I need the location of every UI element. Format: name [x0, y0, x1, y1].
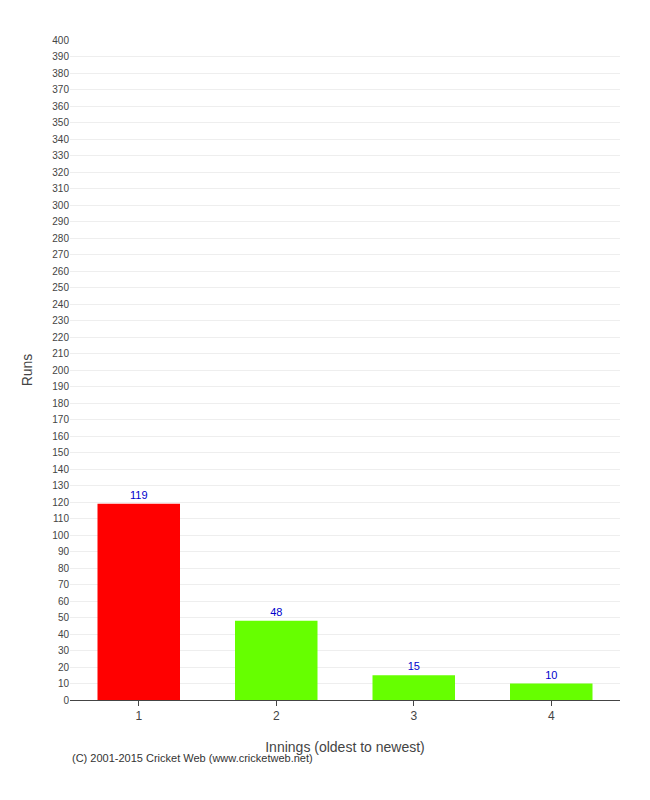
svg-text:10: 10: [58, 678, 70, 689]
svg-text:140: 140: [52, 464, 69, 475]
svg-text:20: 20: [58, 662, 70, 673]
svg-text:(C) 2001-2015 Cricket Web (www: (C) 2001-2015 Cricket Web (www.cricketwe…: [72, 752, 313, 764]
svg-text:230: 230: [52, 315, 69, 326]
svg-text:90: 90: [58, 546, 70, 557]
svg-text:400: 400: [52, 35, 69, 46]
svg-text:380: 380: [52, 68, 69, 79]
svg-text:50: 50: [58, 612, 70, 623]
svg-text:0: 0: [63, 695, 69, 706]
svg-text:Runs: Runs: [19, 354, 35, 387]
svg-text:290: 290: [52, 216, 69, 227]
svg-text:Innings (oldest to newest): Innings (oldest to newest): [265, 739, 425, 755]
svg-text:340: 340: [52, 134, 69, 145]
svg-text:130: 130: [52, 480, 69, 491]
svg-text:300: 300: [52, 200, 69, 211]
svg-text:30: 30: [58, 645, 70, 656]
svg-text:80: 80: [58, 563, 70, 574]
svg-text:48: 48: [270, 606, 282, 618]
svg-text:119: 119: [130, 489, 148, 501]
svg-text:310: 310: [52, 183, 69, 194]
svg-text:360: 360: [52, 101, 69, 112]
svg-text:60: 60: [58, 596, 70, 607]
svg-text:70: 70: [58, 579, 70, 590]
svg-text:280: 280: [52, 233, 69, 244]
svg-text:170: 170: [52, 414, 69, 425]
svg-text:200: 200: [52, 365, 69, 376]
svg-text:1: 1: [135, 709, 142, 723]
svg-text:190: 190: [52, 381, 69, 392]
svg-text:350: 350: [52, 117, 69, 128]
svg-text:330: 330: [52, 150, 69, 161]
svg-text:110: 110: [53, 513, 69, 524]
svg-text:2: 2: [273, 709, 280, 723]
svg-text:180: 180: [52, 398, 69, 409]
svg-text:3: 3: [410, 709, 417, 723]
svg-text:250: 250: [52, 282, 69, 293]
svg-text:270: 270: [52, 249, 69, 260]
svg-text:210: 210: [52, 348, 69, 359]
svg-text:4: 4: [548, 709, 555, 723]
svg-text:370: 370: [52, 84, 69, 95]
svg-text:10: 10: [545, 669, 557, 681]
svg-text:150: 150: [52, 447, 69, 458]
svg-text:100: 100: [52, 530, 69, 541]
svg-text:320: 320: [52, 167, 69, 178]
svg-text:260: 260: [52, 266, 69, 277]
svg-text:15: 15: [408, 660, 420, 672]
svg-text:160: 160: [52, 431, 69, 442]
svg-text:390: 390: [52, 51, 69, 62]
svg-text:120: 120: [52, 497, 69, 508]
svg-text:220: 220: [52, 332, 69, 343]
svg-text:40: 40: [58, 629, 70, 640]
svg-text:240: 240: [52, 299, 69, 310]
